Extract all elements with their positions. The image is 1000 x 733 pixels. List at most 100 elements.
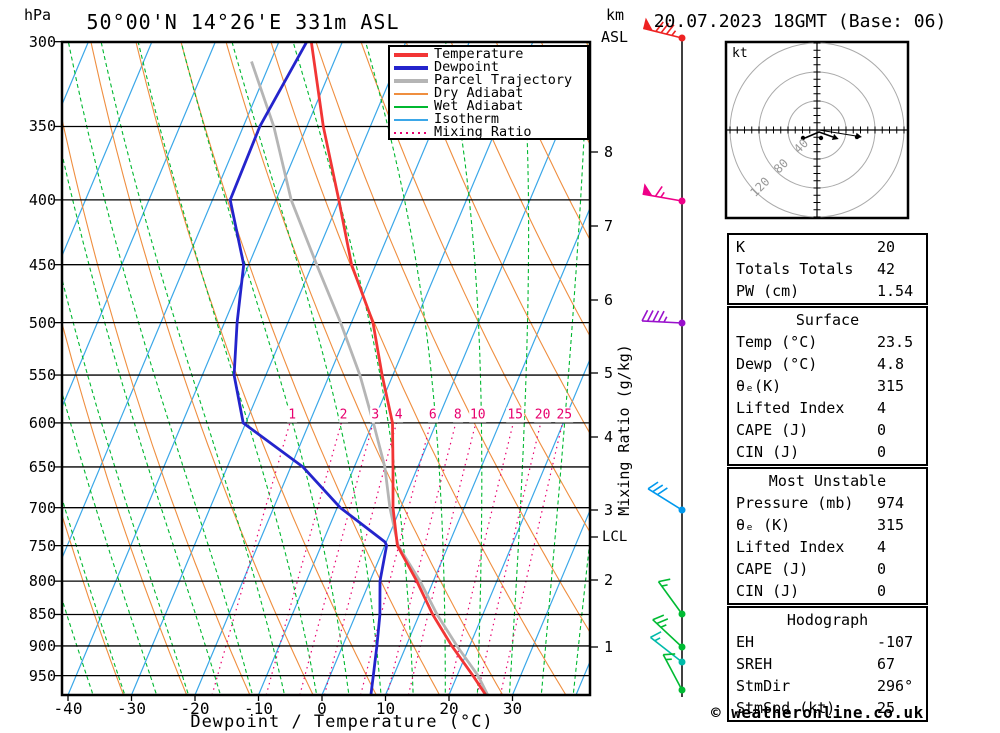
wet-adiabat-line	[0, 0, 2, 707]
isotherm-line	[321, 55, 590, 695]
wind-barb	[642, 17, 686, 42]
table-row: CIN (J) 0	[729, 580, 926, 602]
km-tick-label: 2	[604, 571, 614, 589]
pressure-tick-label: 950	[28, 666, 56, 685]
table-row: PW (cm) 1.54	[729, 280, 926, 302]
dry-adiabat-line	[225, 42, 504, 695]
hodograph-unit-label: kt	[732, 46, 748, 61]
table-row-value: 296°	[877, 677, 914, 695]
mixing-ratio-label: 4	[393, 407, 404, 423]
legend-item-label: Dewpoint	[434, 59, 500, 75]
table-row-label: SREH	[736, 655, 773, 673]
wind-barb-station-dot	[678, 506, 686, 514]
table-row-label: Dewp (°C)	[736, 355, 818, 373]
table-row: Dewp (°C) 4.8	[729, 353, 926, 375]
wind-barb	[652, 614, 686, 651]
table-row: K 20	[729, 236, 926, 258]
table-row-value: 0	[877, 443, 887, 461]
mixing-ratio-line	[299, 415, 376, 695]
isotherm-line	[448, 357, 590, 695]
table-row: CAPE (J) 0	[729, 558, 926, 580]
table-row-value: 23.5	[877, 333, 914, 351]
mixing-ratio-line	[407, 415, 479, 695]
datetime-label: 20.07.2023 18GMT (Base: 06)	[653, 11, 947, 32]
pressure-unit-label: hPa	[24, 6, 52, 24]
wet-adiabat-line	[508, 42, 530, 695]
mixing-ratio-label: 20	[533, 407, 552, 423]
temperature-tick-label: 20	[439, 699, 459, 718]
pressure-tick-label: 550	[28, 366, 56, 385]
km-tick-label: 1	[604, 638, 614, 656]
table-row: Lifted Index 4	[729, 536, 926, 558]
mixing-ratio-axis-label: Mixing Ratio (g/kg)	[615, 344, 633, 516]
mixing-ratio-line	[211, 415, 293, 695]
legend-box: Temperature Dewpoint Parcel Trajectory Dry …	[388, 45, 589, 140]
km-tick-label: 5	[604, 364, 614, 382]
wet-adiabat-line	[62, 276, 190, 695]
legend-item-label: Temperature	[434, 46, 524, 62]
legend-line-swatch	[394, 78, 428, 83]
table-row-value: 4	[877, 538, 887, 556]
table-row-value: 20	[877, 238, 896, 256]
temperature-tick-label: 30	[502, 699, 523, 718]
pressure-tick-label: 900	[28, 636, 56, 655]
wet-adiabat-line	[231, 42, 382, 695]
legend-item-label: Mixing Ratio	[434, 124, 532, 140]
table-row-value: -107	[877, 633, 914, 651]
temperature-tick-label: -10	[244, 699, 273, 718]
dry-adiabat-line	[62, 116, 251, 695]
wet-adiabat-line	[62, 496, 126, 695]
table-row-label: StmDir	[736, 677, 791, 695]
isotherm-line	[62, 42, 153, 258]
legend-item: Dewpoint	[394, 59, 587, 75]
table-row-label: θₑ (K)	[736, 516, 791, 534]
dry-adiabat-line	[495, 42, 590, 242]
legend-line-swatch	[394, 92, 428, 95]
isotherm-line	[257, 42, 534, 695]
table-section-header: Surface	[795, 311, 860, 329]
dry-adiabat-line	[315, 42, 590, 634]
mixing-ratio-label: 2	[338, 407, 349, 423]
asl-unit-label: ASL	[601, 28, 629, 46]
table-row-value: 0	[877, 560, 887, 578]
isotherm-line	[62, 42, 216, 409]
table-row-label: Totals Totals	[736, 260, 854, 278]
table-row: θₑ(K) 315	[729, 375, 926, 397]
mixing-ratio-line	[386, 415, 459, 695]
temperature-tick-label: -20	[180, 699, 210, 718]
mixing-ratio-label: 1	[287, 407, 298, 423]
dry-adiabat-line	[450, 42, 590, 338]
wind-barb-station-dot	[678, 319, 686, 327]
table-row-value: 4	[877, 399, 887, 417]
mixing-ratio-label: 8	[452, 407, 463, 423]
mixing-ratio-label: 3	[370, 407, 381, 423]
table-row: Temp (°C) 23.5	[729, 331, 926, 353]
legend-item: Mixing Ratio	[394, 124, 587, 140]
isotherm-line	[384, 206, 590, 695]
table-section: Surface Temp (°C) 23.5 Dewp (°C) 4.8 θₑ(K) 315…	[727, 306, 928, 466]
isotherm-line	[130, 42, 407, 695]
legend-line-swatch	[394, 131, 428, 134]
wind-barb-station-dot	[678, 197, 686, 205]
page-title: 50°00'N 14°26'E 331m ASL	[86, 10, 400, 34]
wind-barb-station-dot	[678, 658, 686, 666]
hodograph-trace-dot	[854, 134, 860, 140]
isotherm-line	[194, 42, 470, 695]
table-row: Pressure (mb) 974	[729, 492, 926, 514]
pressure-tick-label: 700	[28, 498, 56, 517]
km-tick-label: 3	[604, 501, 614, 519]
table-row-label: EH	[736, 633, 755, 651]
temperature-tick-label: -30	[117, 699, 146, 718]
table-row-label: θₑ(K)	[736, 377, 782, 395]
isotherm-line	[62, 42, 280, 560]
legend-item-label: Wet Adiabat	[434, 98, 524, 114]
table-row-value: 1.54	[877, 282, 914, 300]
wet-adiabat-line	[540, 42, 589, 695]
wet-adiabat-line	[0, 0, 65, 707]
dry-adiabat-line	[180, 42, 440, 695]
pressure-tick-label: 650	[28, 457, 56, 476]
wind-barb-column	[641, 17, 686, 697]
dry-adiabat-line	[360, 42, 590, 534]
table-section-header: Hodograph	[786, 611, 869, 629]
